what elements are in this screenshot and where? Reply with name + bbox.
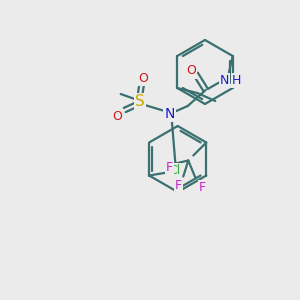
Text: O: O — [138, 71, 148, 85]
Text: N: N — [220, 74, 230, 86]
Text: F: F — [166, 161, 173, 174]
Text: F: F — [199, 181, 206, 194]
Text: F: F — [175, 179, 182, 192]
Text: S: S — [135, 94, 145, 110]
Text: H: H — [232, 74, 242, 86]
Text: Cl: Cl — [168, 164, 180, 177]
Text: O: O — [112, 110, 122, 124]
Text: N: N — [164, 107, 175, 121]
Text: O: O — [186, 64, 196, 77]
